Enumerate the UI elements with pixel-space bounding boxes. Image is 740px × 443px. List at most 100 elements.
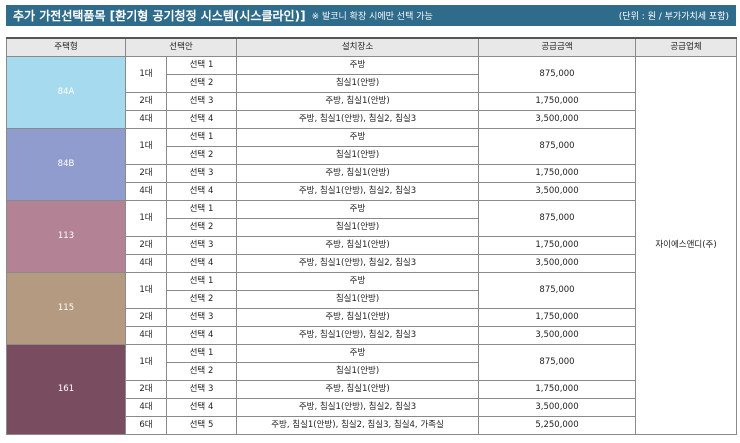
price-cell: 3,500,000 bbox=[478, 110, 636, 129]
option-cell: 선택 5 bbox=[166, 416, 237, 435]
units-cell: 4대 bbox=[125, 110, 167, 129]
place-cell: 주방 bbox=[236, 344, 479, 363]
units-cell: 2대 bbox=[125, 308, 167, 327]
table-row: 선택 2 침실1(안방) bbox=[7, 74, 737, 93]
units-cell: 2대 bbox=[125, 164, 167, 183]
table-row: 115 1대 선택 1 주방 875,000 bbox=[6, 272, 737, 345]
units-cell: 1대 bbox=[125, 272, 167, 309]
place-cell: 주방, 침실1(안방) bbox=[236, 380, 479, 399]
price-cell: 3,500,000 bbox=[478, 254, 636, 273]
price-cell: 3,500,000 bbox=[478, 398, 636, 417]
place-cell: 주방, 침실1(안방) bbox=[236, 236, 479, 255]
place-cell: 침실1(안방) bbox=[236, 290, 479, 309]
price-cell: 875,000 bbox=[478, 56, 636, 93]
place-cell: 주방 bbox=[236, 128, 479, 147]
table-row: 6대 선택 5 주방, 침실1(안방), 침실2, 침실3, 침실4, 가족실 5,2… bbox=[7, 416, 737, 435]
place-cell: 주방 bbox=[236, 200, 479, 219]
table-row: 113 1대 선택 1 주방 875,000 bbox=[6, 200, 737, 273]
units-cell: 2대 bbox=[125, 380, 167, 399]
option-cell: 선택 4 bbox=[166, 326, 237, 345]
header-note: ※ 발코니 확장 시에만 선택 가능 bbox=[311, 12, 433, 22]
option-cell: 선택 4 bbox=[166, 182, 237, 201]
place-cell: 주방, 침실1(안방), 침실2, 침실3 bbox=[236, 398, 479, 417]
option-cell: 선택 4 bbox=[166, 398, 237, 417]
table-row: 선택 2 침실1(안방) bbox=[7, 146, 737, 165]
price-cell: 5,250,000 bbox=[478, 416, 636, 435]
place-cell: 주방, 침실1(안방), 침실2, 침실3 bbox=[236, 110, 479, 129]
option-cell: 선택 2 bbox=[166, 362, 237, 381]
option-cell: 선택 3 bbox=[166, 164, 237, 183]
option-cell: 선택 4 bbox=[166, 110, 237, 129]
col-header-option: 선택안 bbox=[125, 37, 237, 57]
option-cell: 선택 3 bbox=[166, 236, 237, 255]
col-header-vendor: 공급업체 bbox=[635, 37, 737, 57]
table-row: 4대 선택 4 주방, 침실1(안방), 침실2, 침실3 3,500,000 bbox=[7, 254, 737, 273]
option-cell: 선택 1 bbox=[166, 344, 237, 363]
price-cell: 1,750,000 bbox=[478, 164, 636, 183]
option-cell: 선택 2 bbox=[166, 146, 237, 165]
place-cell: 주방 bbox=[236, 56, 479, 75]
page-title: 추가 가전선택품목 [환기형 공기청정 시스템(시스클라인)] bbox=[13, 9, 306, 23]
table-row: 84A 1대 선택 1 주방 875,000 자이에스앤디(주) bbox=[6, 56, 737, 435]
place-cell: 주방, 침실1(안방), 침실2, 침실3 bbox=[236, 326, 479, 345]
units-cell: 4대 bbox=[125, 182, 167, 201]
table-row: 선택 2 침실1(안방) bbox=[7, 218, 737, 237]
units-cell: 6대 bbox=[125, 416, 167, 435]
price-cell: 875,000 bbox=[478, 200, 636, 237]
table-row: 84B 1대 선택 1 주방 875,000 bbox=[6, 128, 737, 201]
units-cell: 1대 bbox=[125, 128, 167, 165]
place-cell: 침실1(안방) bbox=[236, 74, 479, 93]
price-cell: 3,500,000 bbox=[478, 326, 636, 345]
option-cell: 선택 1 bbox=[166, 200, 237, 219]
units-cell: 1대 bbox=[125, 200, 167, 237]
units-cell: 2대 bbox=[125, 92, 167, 111]
place-cell: 주방, 침실1(안방) bbox=[236, 308, 479, 327]
option-cell: 선택 1 bbox=[166, 128, 237, 147]
units-cell: 1대 bbox=[125, 56, 167, 93]
option-cell: 선택 2 bbox=[166, 290, 237, 309]
col-header-type: 주택형 bbox=[6, 37, 126, 57]
place-cell: 주방 bbox=[236, 272, 479, 291]
place-cell: 주방, 침실1(안방) bbox=[236, 164, 479, 183]
place-cell: 침실1(안방) bbox=[236, 146, 479, 165]
unit-type-cell: 115 bbox=[6, 272, 126, 345]
option-cell: 선택 3 bbox=[166, 380, 237, 399]
unit-note: (단위 : 원 / 부가가치세 포함) bbox=[618, 12, 729, 22]
unit-type-cell: 161 bbox=[6, 344, 126, 435]
price-cell: 875,000 bbox=[478, 344, 636, 381]
units-cell: 4대 bbox=[125, 398, 167, 417]
price-cell: 3,500,000 bbox=[478, 182, 636, 201]
table-row: 4대 선택 4 주방, 침실1(안방), 침실2, 침실3 3,500,000 bbox=[7, 326, 737, 345]
unit-type-cell: 84A bbox=[6, 56, 126, 129]
table-row: 2대 선택 3 주방, 침실1(안방) 1,750,000 bbox=[7, 308, 737, 327]
units-cell: 4대 bbox=[125, 254, 167, 273]
table-body: 84A 1대 선택 1 주방 875,000 자이에스앤디(주) 선택 2 침실1(안방) 2대… bbox=[6, 56, 737, 435]
price-cell: 1,750,000 bbox=[478, 236, 636, 255]
unit-type-cell: 113 bbox=[6, 200, 126, 273]
table-row: 4대 선택 4 주방, 침실1(안방), 침실2, 침실3 3,500,000 bbox=[7, 182, 737, 201]
option-cell: 선택 2 bbox=[166, 218, 237, 237]
vendor-cell: 자이에스앤디(주) bbox=[635, 56, 737, 435]
price-cell: 875,000 bbox=[478, 128, 636, 165]
table-header-row: 주택형 선택안 설치장소 공급금액 공급업체 bbox=[6, 37, 737, 57]
unit-type-cell: 84B bbox=[6, 128, 126, 201]
place-cell: 주방, 침실1(안방), 침실2, 침실3 bbox=[236, 254, 479, 273]
place-cell: 주방, 침실1(안방) bbox=[236, 92, 479, 111]
price-cell: 875,000 bbox=[478, 272, 636, 309]
page-header: 추가 가전선택품목 [환기형 공기청정 시스템(시스클라인)] ※ 발코니 확장… bbox=[6, 5, 736, 26]
table-row: 161 1대 선택 1 주방 875,000 bbox=[6, 344, 737, 435]
option-cell: 선택 3 bbox=[166, 308, 237, 327]
table-row: 4대 선택 4 주방, 침실1(안방), 침실2, 침실3 3,500,000 bbox=[7, 110, 737, 129]
place-cell: 침실1(안방) bbox=[236, 218, 479, 237]
option-cell: 선택 3 bbox=[166, 92, 237, 111]
units-cell: 2대 bbox=[125, 236, 167, 255]
option-table: 주택형 선택안 설치장소 공급금액 공급업체 84A 1대 선택 1 주방 875,00… bbox=[6, 37, 737, 435]
col-header-place: 설치장소 bbox=[236, 37, 479, 57]
option-cell: 선택 1 bbox=[166, 56, 237, 75]
option-cell: 선택 2 bbox=[166, 74, 237, 93]
price-cell: 1,750,000 bbox=[478, 380, 636, 399]
price-cell: 1,750,000 bbox=[478, 308, 636, 327]
place-cell: 침실1(안방) bbox=[236, 362, 479, 381]
units-cell: 4대 bbox=[125, 326, 167, 345]
option-cell: 선택 4 bbox=[166, 254, 237, 273]
